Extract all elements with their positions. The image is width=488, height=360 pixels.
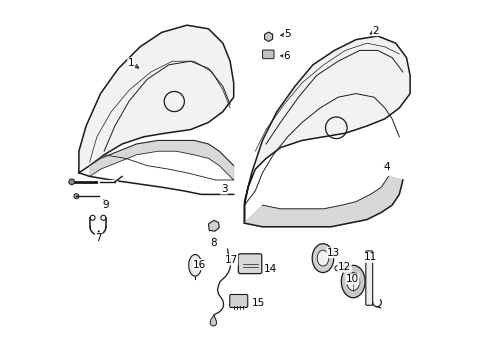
Text: 6: 6 bbox=[283, 51, 290, 61]
Polygon shape bbox=[244, 36, 409, 223]
Polygon shape bbox=[341, 265, 365, 298]
Circle shape bbox=[266, 35, 270, 39]
Text: 10: 10 bbox=[345, 274, 358, 284]
Text: 9: 9 bbox=[102, 200, 109, 210]
FancyBboxPatch shape bbox=[365, 251, 372, 305]
Text: 14: 14 bbox=[264, 264, 277, 274]
Text: 11: 11 bbox=[363, 252, 376, 262]
Text: 12: 12 bbox=[337, 262, 350, 272]
Circle shape bbox=[69, 179, 75, 185]
FancyBboxPatch shape bbox=[262, 50, 273, 59]
Circle shape bbox=[74, 194, 79, 199]
Circle shape bbox=[192, 260, 198, 266]
Text: 16: 16 bbox=[192, 260, 206, 270]
Polygon shape bbox=[346, 273, 359, 291]
Polygon shape bbox=[317, 250, 328, 266]
Polygon shape bbox=[210, 315, 216, 326]
Text: 15: 15 bbox=[251, 298, 264, 309]
Polygon shape bbox=[244, 176, 402, 227]
Ellipse shape bbox=[334, 265, 342, 271]
Polygon shape bbox=[79, 25, 233, 173]
Text: 1: 1 bbox=[127, 58, 134, 68]
Polygon shape bbox=[264, 32, 272, 41]
Text: 5: 5 bbox=[284, 29, 290, 39]
Polygon shape bbox=[311, 244, 333, 273]
Polygon shape bbox=[208, 220, 219, 231]
Text: 3: 3 bbox=[220, 184, 227, 194]
Polygon shape bbox=[188, 255, 201, 276]
Text: 8: 8 bbox=[210, 238, 217, 248]
FancyBboxPatch shape bbox=[229, 294, 247, 307]
Text: 4: 4 bbox=[383, 162, 389, 172]
Text: 17: 17 bbox=[224, 255, 237, 265]
Text: 13: 13 bbox=[326, 248, 340, 258]
Circle shape bbox=[266, 53, 269, 56]
Text: 2: 2 bbox=[372, 26, 378, 36]
Text: 7: 7 bbox=[95, 233, 102, 243]
Polygon shape bbox=[89, 140, 233, 180]
FancyBboxPatch shape bbox=[238, 254, 261, 274]
